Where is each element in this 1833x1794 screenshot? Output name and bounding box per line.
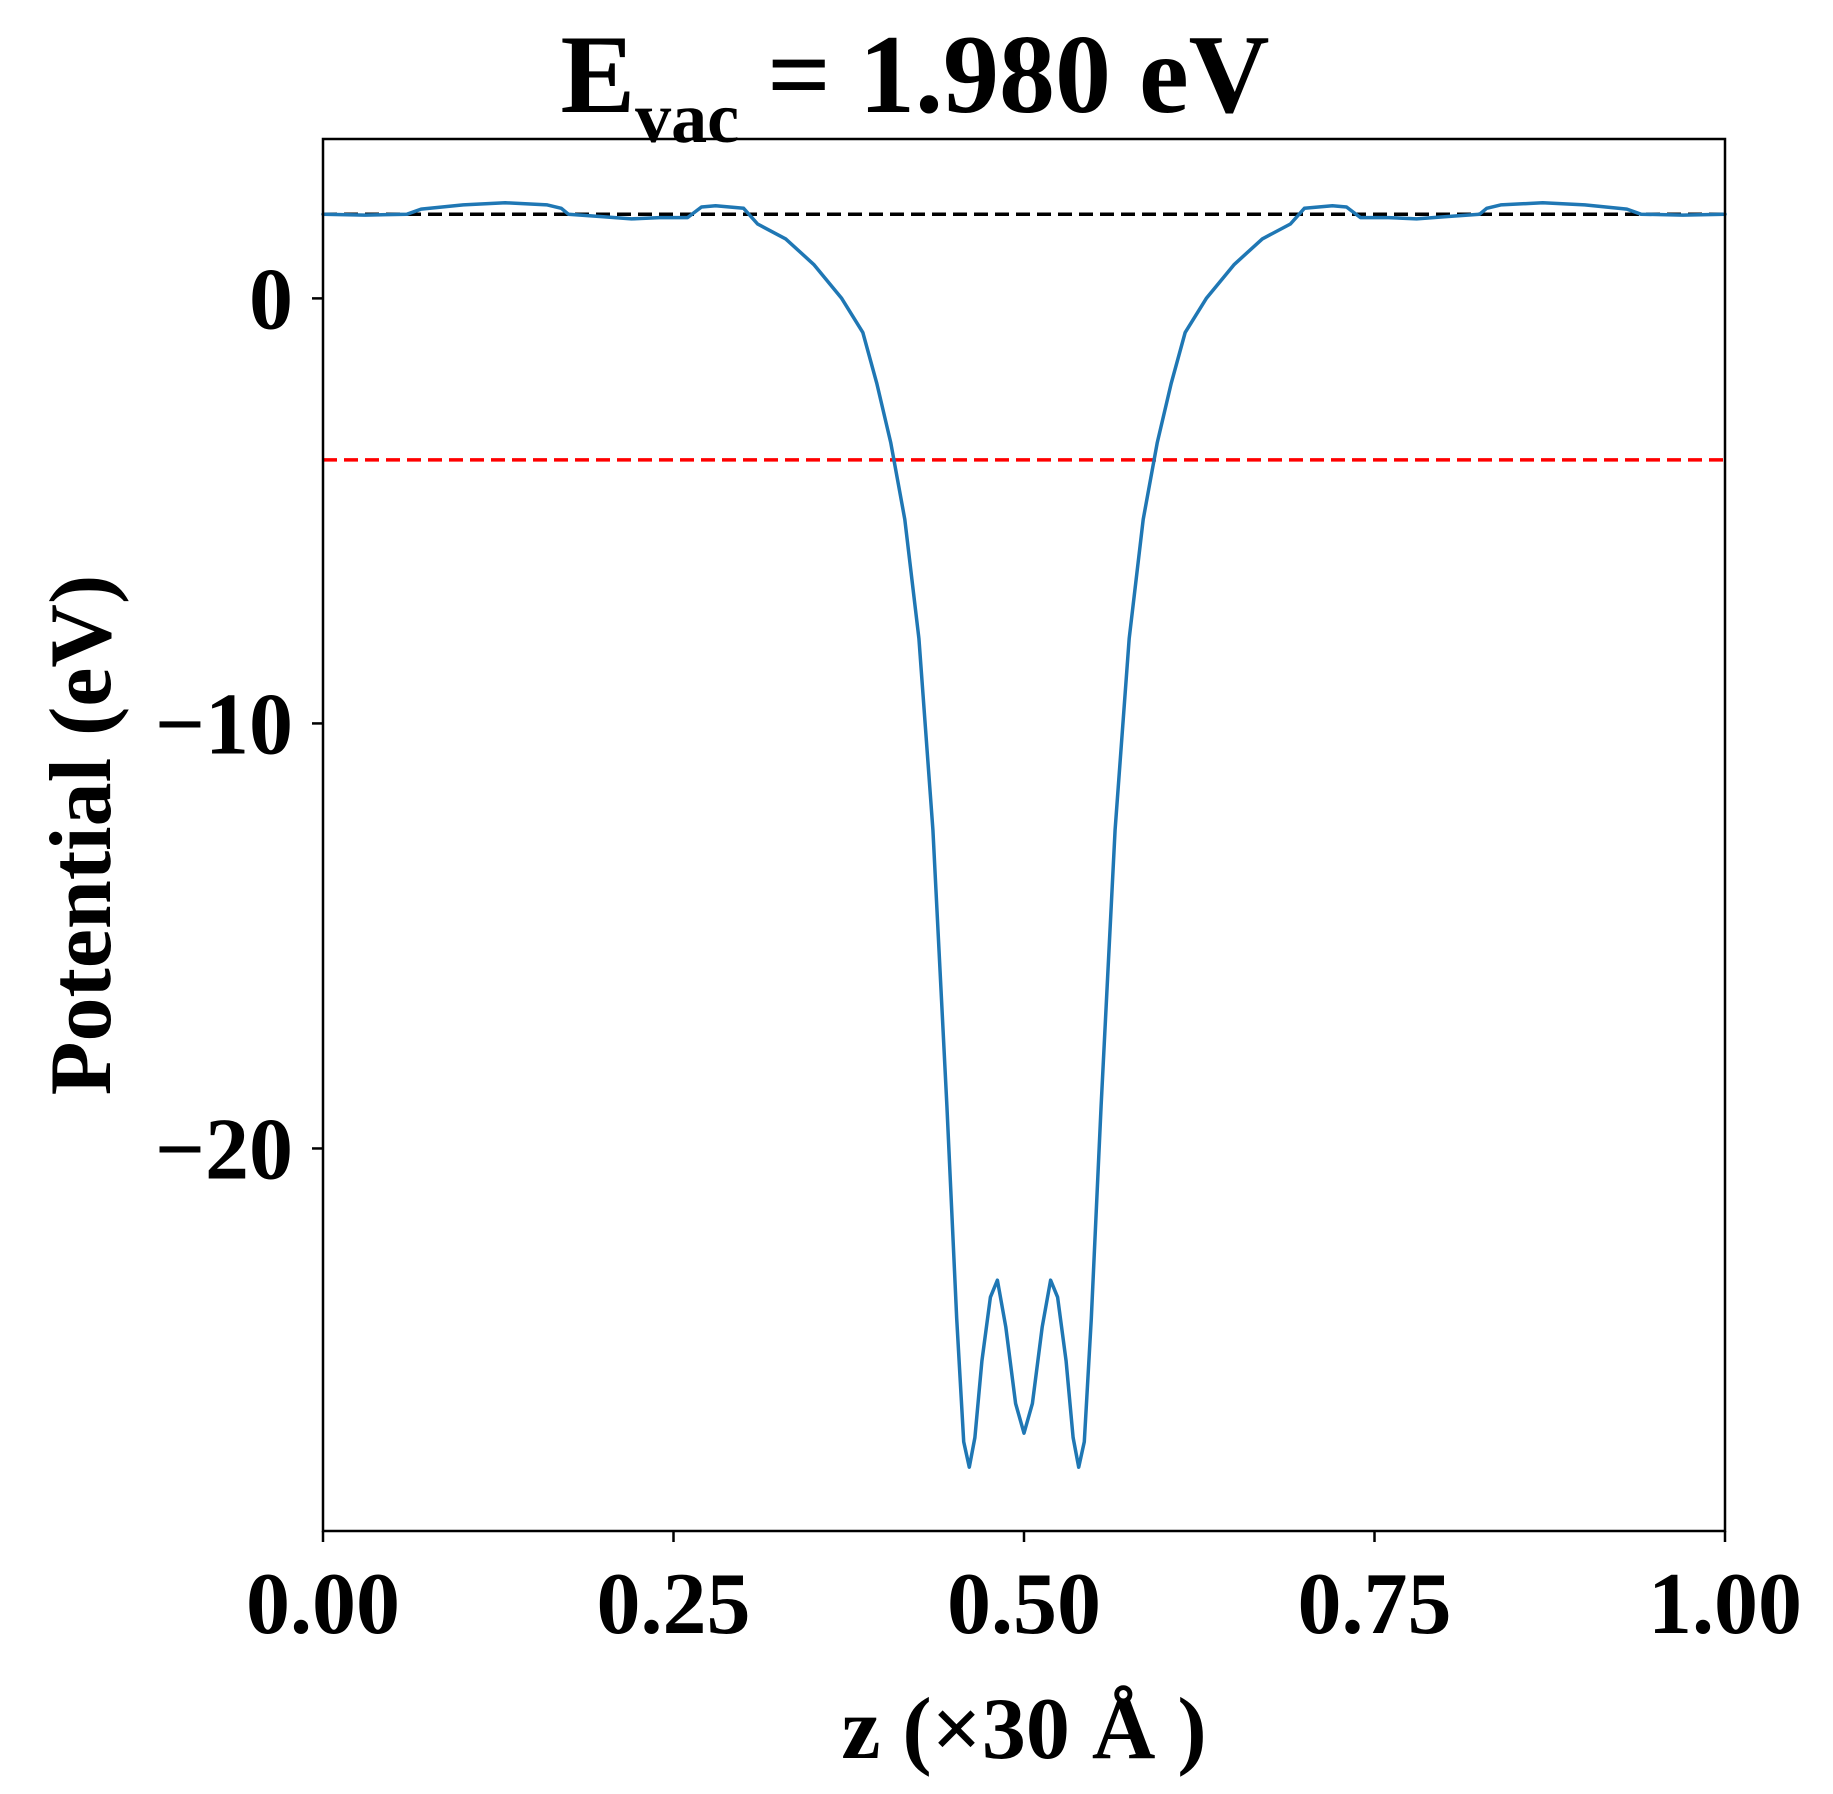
x-tick-label: 1.00 (1648, 1556, 1802, 1653)
x-tick-label: 0.25 (597, 1556, 751, 1653)
x-tick-label: 0.75 (1298, 1556, 1452, 1653)
chart-title-main: E (560, 13, 635, 137)
series-line-0 (321, 201, 1727, 1469)
chart-title-subscript: vac (635, 78, 739, 158)
reference-lines (323, 212, 1725, 462)
y-ticks: 0 −10 −20 (155, 251, 323, 1198)
y-axis-label: Potential (eV) (33, 575, 130, 1095)
plot-frame (321, 137, 1727, 1533)
x-tick-label: 0.50 (947, 1556, 1101, 1653)
chart-title-rest: = 1.980 eV (739, 13, 1269, 137)
y-tick-label: −10 (155, 676, 293, 773)
x-tick-label: 0.00 (246, 1556, 400, 1653)
y-tick-label: 0 (249, 251, 293, 348)
chart-title: Evac = 1.980 eV (560, 13, 1269, 158)
x-ticks: 0.00 0.25 0.50 0.75 1.00 (246, 1531, 1802, 1653)
series-layer (321, 201, 1727, 1469)
x-axis-label: z (×30 Å ) (841, 1681, 1206, 1778)
y-tick-label: −20 (155, 1101, 293, 1198)
